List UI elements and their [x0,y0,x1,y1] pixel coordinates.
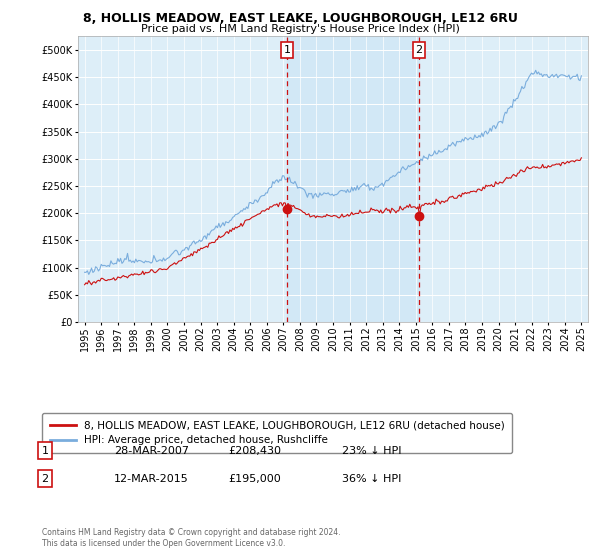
Text: 2: 2 [41,474,49,484]
Text: 1: 1 [41,446,49,456]
Text: Contains HM Land Registry data © Crown copyright and database right 2024.
This d: Contains HM Land Registry data © Crown c… [42,528,341,548]
Text: 2: 2 [416,45,422,55]
Text: £195,000: £195,000 [228,474,281,484]
Text: 36% ↓ HPI: 36% ↓ HPI [342,474,401,484]
Text: 1: 1 [283,45,290,55]
Legend: 8, HOLLIS MEADOW, EAST LEAKE, LOUGHBOROUGH, LE12 6RU (detached house), HPI: Aver: 8, HOLLIS MEADOW, EAST LEAKE, LOUGHBOROU… [43,413,512,452]
Text: 12-MAR-2015: 12-MAR-2015 [114,474,189,484]
Text: 28-MAR-2007: 28-MAR-2007 [114,446,189,456]
Text: 23% ↓ HPI: 23% ↓ HPI [342,446,401,456]
Text: Price paid vs. HM Land Registry's House Price Index (HPI): Price paid vs. HM Land Registry's House … [140,24,460,34]
Bar [287,36,419,322]
Text: 8, HOLLIS MEADOW, EAST LEAKE, LOUGHBOROUGH, LE12 6RU: 8, HOLLIS MEADOW, EAST LEAKE, LOUGHBOROU… [83,12,517,25]
Text: £208,430: £208,430 [228,446,281,456]
